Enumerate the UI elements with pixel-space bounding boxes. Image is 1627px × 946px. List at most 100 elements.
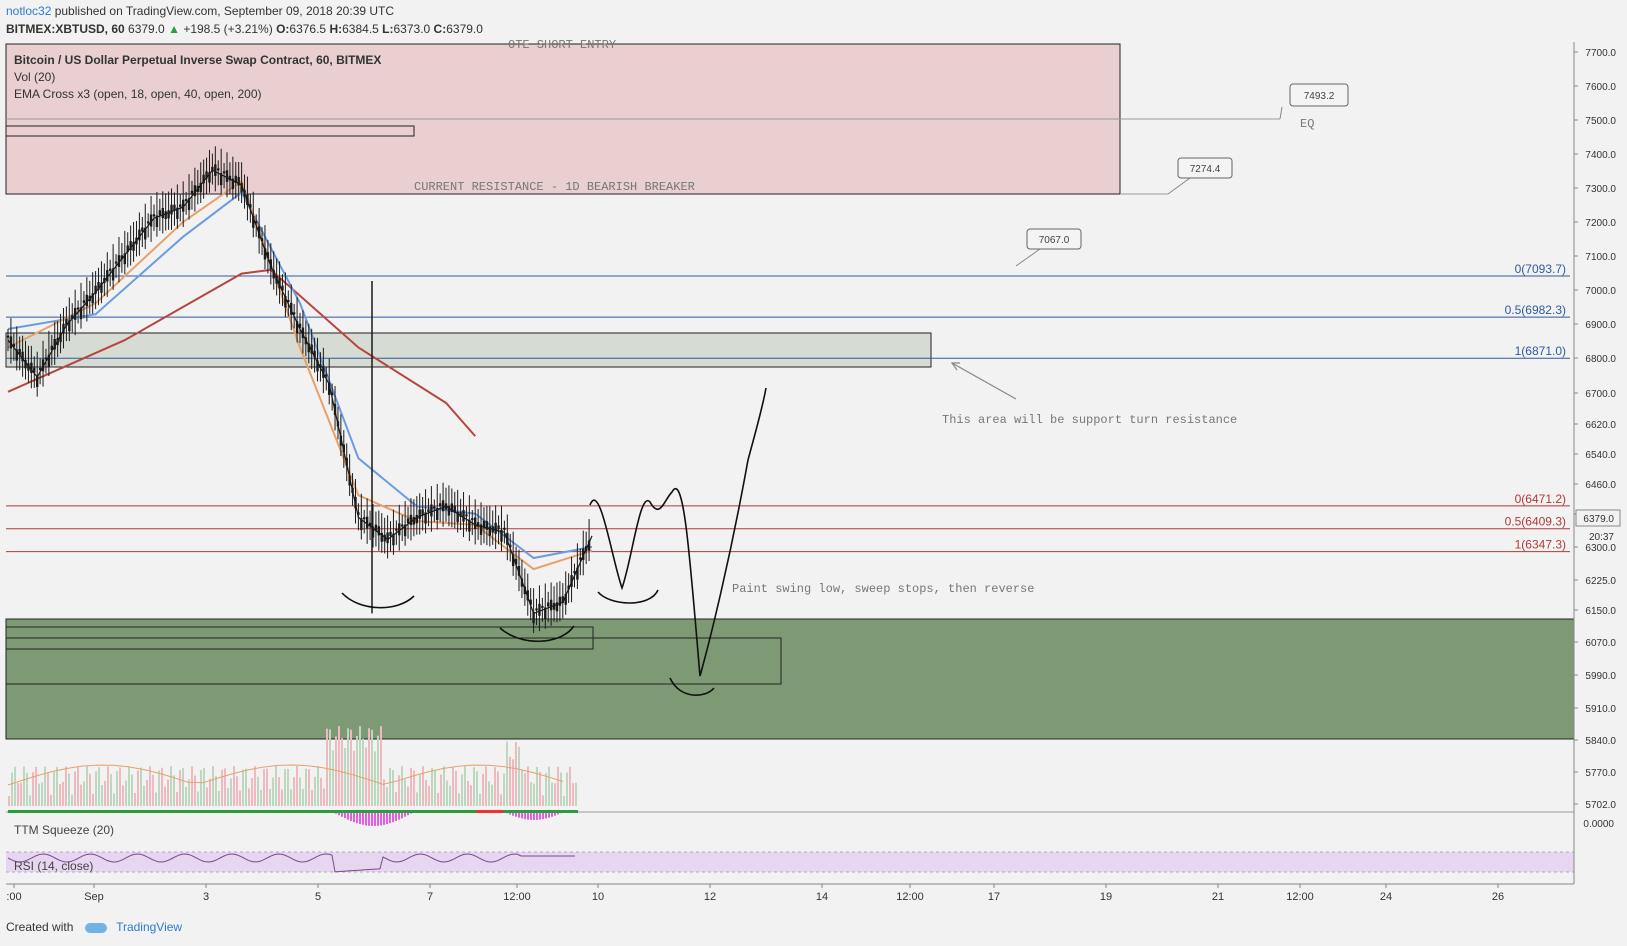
volume-bar bbox=[44, 766, 46, 806]
candle-body bbox=[167, 210, 170, 219]
volume-bar bbox=[104, 780, 106, 806]
volume-bar bbox=[515, 742, 517, 806]
candle-body bbox=[24, 359, 27, 369]
candle-body bbox=[161, 207, 164, 219]
time-axis[interactable]: :00 Sep 3 5 7 12:00 10 12 14 12:00 17 19 21 12:00 24 26 bbox=[6, 884, 1504, 903]
squeeze-dot bbox=[146, 810, 149, 813]
volume-bar bbox=[173, 775, 175, 806]
squeeze-dot bbox=[110, 810, 113, 813]
close-value: 6379.0 bbox=[446, 22, 483, 36]
candle-body bbox=[544, 607, 547, 620]
vol-study[interactable]: Vol (20) bbox=[14, 70, 56, 84]
candle-body bbox=[363, 517, 366, 520]
squeeze-dot bbox=[119, 810, 122, 813]
squeeze-bar bbox=[356, 812, 358, 824]
ema18-line bbox=[7, 179, 593, 571]
squeeze-dot bbox=[575, 810, 578, 813]
candle-body bbox=[386, 532, 389, 544]
volume-bar bbox=[368, 728, 370, 806]
squeeze-dot bbox=[416, 810, 419, 813]
author-link[interactable]: notloc32 bbox=[6, 4, 52, 18]
squeeze-dot bbox=[554, 810, 557, 813]
price-series bbox=[6, 146, 593, 633]
squeeze-dot bbox=[143, 810, 146, 813]
volume-bar bbox=[74, 771, 76, 806]
squeeze-dot bbox=[137, 810, 140, 813]
volume-bar bbox=[542, 795, 544, 806]
volume-bar bbox=[416, 792, 418, 806]
candle-body bbox=[427, 509, 430, 513]
volume-bar bbox=[467, 780, 469, 806]
squeeze-dot bbox=[488, 810, 491, 813]
volume-bar bbox=[122, 785, 124, 806]
squeeze-bar bbox=[401, 812, 403, 819]
squeeze-dot bbox=[125, 810, 128, 813]
squeeze-bar bbox=[338, 812, 340, 816]
squeeze-bar bbox=[509, 812, 511, 815]
y-tick-label: 6900.0 bbox=[1585, 320, 1616, 331]
squeeze-dot bbox=[53, 810, 56, 813]
low-label: L: bbox=[382, 22, 394, 36]
tradingview-link[interactable]: TradingView bbox=[116, 920, 183, 934]
candle-body bbox=[535, 608, 538, 611]
volume-bar bbox=[434, 770, 436, 806]
squeeze-dot bbox=[74, 810, 77, 813]
squeeze-dot bbox=[239, 810, 242, 813]
squeeze-dot bbox=[56, 810, 59, 813]
squeeze-dot bbox=[329, 810, 332, 813]
squeeze-dot bbox=[437, 810, 440, 813]
support-turn-resistance-zone bbox=[5, 332, 932, 368]
volume-bar bbox=[530, 782, 532, 806]
price-axis[interactable]: 7700.0 7600.0 7500.0 7400.0 7300.0 7200.0 7100… bbox=[1574, 48, 1616, 811]
squeeze-bar bbox=[515, 812, 517, 817]
candle-body bbox=[190, 190, 194, 195]
y-tick-label: 7100.0 bbox=[1585, 252, 1616, 263]
candle-body bbox=[436, 508, 439, 520]
squeeze-dot bbox=[83, 810, 86, 813]
squeeze-dot bbox=[389, 810, 392, 813]
candle-body bbox=[6, 335, 10, 338]
squeeze-dot bbox=[104, 810, 107, 813]
squeeze-dot bbox=[353, 810, 356, 813]
volume-bar bbox=[98, 767, 100, 806]
squeeze-dot bbox=[80, 810, 83, 813]
candle-body bbox=[561, 596, 564, 603]
candle-body bbox=[59, 333, 62, 343]
squeeze-dot bbox=[299, 810, 302, 813]
publish-info: published on TradingView.com, September … bbox=[51, 4, 395, 18]
candle-body bbox=[310, 344, 313, 354]
squeeze-dot bbox=[209, 810, 212, 813]
squeeze-bar bbox=[377, 812, 379, 826]
callout-7274[interactable]: 7274.4 bbox=[1167, 157, 1233, 195]
x-tick-label: :00 bbox=[6, 891, 21, 903]
candle-body bbox=[406, 518, 410, 524]
squeeze-dot bbox=[449, 810, 452, 813]
volume-bar bbox=[47, 773, 49, 806]
squeeze-dot bbox=[161, 810, 164, 813]
squeeze-dot bbox=[452, 810, 455, 813]
x-tick-label: 5 bbox=[315, 891, 321, 903]
resistance-label: CURRENT RESISTANCE - 1D BEARISH BREAKER bbox=[414, 180, 695, 194]
candle-body bbox=[138, 229, 141, 241]
candle-body bbox=[325, 374, 328, 377]
candle-body bbox=[479, 524, 483, 535]
y-tick-label: 7700.0 bbox=[1585, 48, 1616, 59]
volume-bar bbox=[263, 769, 265, 806]
squeeze-bar bbox=[554, 812, 556, 816]
candle-body bbox=[389, 531, 392, 537]
volume-bar bbox=[302, 789, 304, 806]
squeeze-dot bbox=[440, 810, 443, 813]
squeeze-dot bbox=[68, 810, 71, 813]
last-price-tag bbox=[1575, 509, 1621, 527]
volume-bar bbox=[305, 768, 307, 806]
ema-study[interactable]: EMA Cross x3 (open, 18, open, 40, open, … bbox=[14, 87, 262, 101]
callout-7067[interactable]: 7067.0 bbox=[1015, 228, 1082, 267]
callout-7493[interactable]: 7493.2 bbox=[1279, 83, 1349, 120]
squeeze-dot bbox=[215, 810, 218, 813]
squeeze-dot bbox=[305, 810, 308, 813]
squeeze-dot bbox=[497, 810, 500, 813]
volume-bar bbox=[377, 735, 379, 806]
volume-bar bbox=[452, 767, 454, 806]
volume-bar bbox=[113, 793, 115, 806]
